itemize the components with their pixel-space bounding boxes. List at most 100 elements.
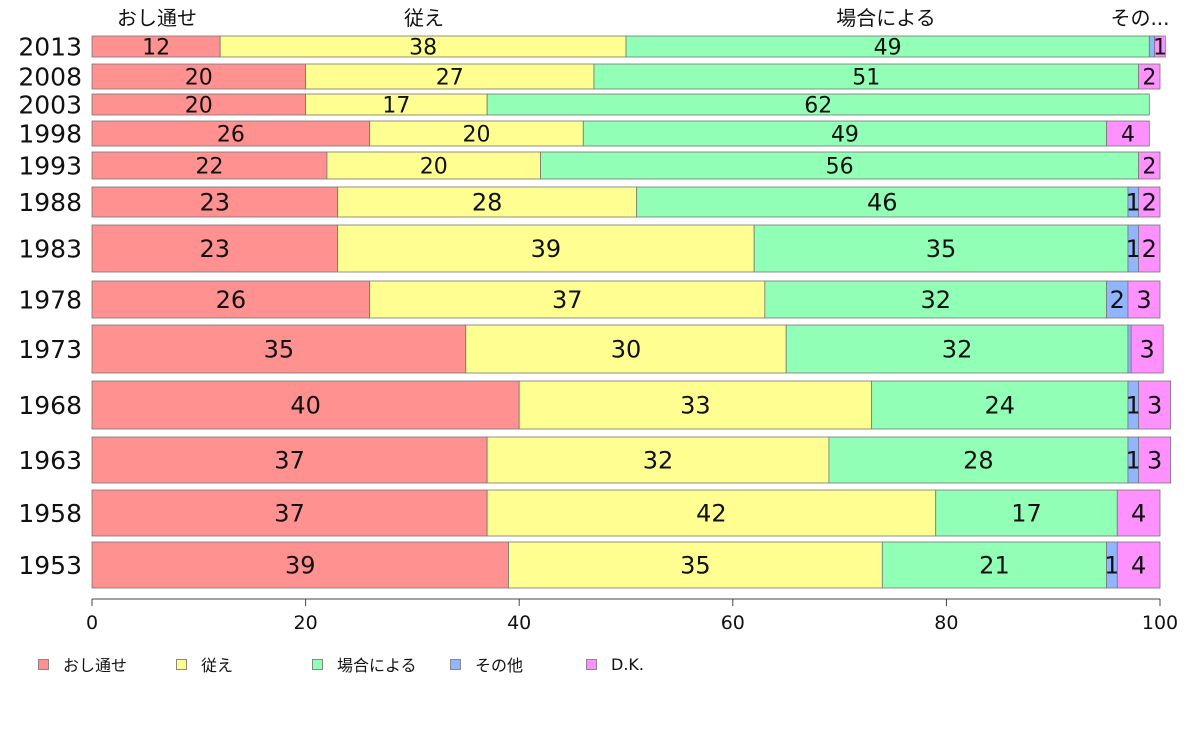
data-label: 17 — [1011, 500, 1042, 528]
data-label: 56 — [826, 154, 854, 179]
data-label: 51 — [852, 65, 880, 90]
data-label: 2 — [1142, 235, 1157, 263]
legend-item-shitagae: 従え — [176, 652, 233, 676]
bar-segment — [337, 186, 638, 218]
bar-segment — [91, 489, 488, 537]
bar-segment — [465, 324, 787, 374]
bar-segment — [1138, 380, 1172, 430]
bar-segment — [1106, 120, 1150, 147]
legend-label: その他 — [475, 656, 524, 675]
data-label: 35 — [926, 235, 957, 263]
y-tick-label: 1993 — [18, 152, 82, 181]
data-label: 33 — [680, 392, 711, 420]
data-label: 28 — [472, 189, 503, 217]
y-tick-label: 1968 — [18, 391, 82, 420]
data-label: 32 — [643, 447, 674, 475]
series-top-label: 従え — [404, 6, 444, 30]
data-label: 2 — [1142, 154, 1156, 179]
data-label: 20 — [185, 93, 213, 118]
legend-item-sonota: その他 — [450, 652, 523, 676]
bar-segment — [326, 151, 541, 180]
bar-segment — [1138, 186, 1161, 218]
x-tick-label: 60 — [721, 612, 745, 634]
bar-segment — [486, 93, 1150, 116]
bar-segment — [1116, 489, 1161, 537]
bar-segment — [91, 380, 520, 430]
bar-segment — [91, 151, 328, 180]
series-top-label: その... — [1110, 6, 1169, 30]
data-label: 37 — [274, 447, 305, 475]
data-label: 3 — [1136, 286, 1151, 314]
data-label: 37 — [274, 500, 305, 528]
data-label: 12 — [142, 35, 170, 60]
data-label: 32 — [920, 286, 951, 314]
data-label: 49 — [874, 35, 902, 60]
bar-segment — [518, 380, 873, 430]
bar-segment — [935, 489, 1118, 537]
bar-segment — [91, 224, 339, 273]
y-tick-label: 2008 — [18, 63, 82, 92]
bar-segment — [369, 280, 766, 319]
bar-segment — [828, 436, 1129, 484]
bar-segment — [91, 280, 371, 319]
y-tick-label: 2013 — [18, 33, 82, 62]
data-label: 24 — [985, 392, 1016, 420]
legend-item-oshitoose: おし通せ — [38, 652, 127, 676]
legend-item-dk: D.K. — [586, 652, 644, 676]
data-label: 1 — [1126, 447, 1141, 475]
data-label: 62 — [804, 93, 832, 118]
data-label: 38 — [409, 35, 437, 60]
legend-swatch — [312, 658, 323, 670]
legend-swatch — [450, 658, 461, 670]
data-label: 3 — [1140, 336, 1155, 364]
data-label: 22 — [195, 154, 223, 179]
data-label: 2 — [1142, 189, 1157, 217]
data-label: 3 — [1147, 392, 1162, 420]
bar-segment — [486, 489, 937, 537]
data-label: 26 — [216, 286, 247, 314]
legend-label: D.K. — [611, 654, 644, 674]
bar-segment — [91, 63, 307, 90]
data-label: 1 — [1126, 235, 1141, 263]
legend-label: 場合による — [337, 656, 417, 675]
bar-segment — [1138, 63, 1161, 90]
x-tick-label: 40 — [507, 612, 531, 634]
legend-swatch — [586, 658, 597, 670]
bar-segment — [764, 280, 1108, 319]
data-label: 27 — [436, 65, 464, 90]
legend-label: おし通せ — [63, 656, 128, 675]
data-label: 21 — [979, 552, 1010, 580]
data-label: 39 — [285, 552, 316, 580]
data-label: 4 — [1131, 500, 1146, 528]
bar-segment — [636, 186, 1129, 218]
y-tick-label: 1983 — [18, 235, 82, 264]
data-label: 49 — [831, 122, 859, 147]
data-label: 42 — [696, 500, 727, 528]
bar-segment — [91, 541, 509, 589]
data-label: 20 — [185, 65, 213, 90]
y-tick-label: 1998 — [18, 120, 82, 149]
bar-segment — [369, 120, 584, 147]
data-label: 46 — [867, 189, 898, 217]
data-label: 23 — [200, 189, 231, 217]
data-label: 1 — [1126, 392, 1141, 420]
data-label: 37 — [552, 286, 583, 314]
data-label: 35 — [680, 552, 711, 580]
data-label: 2 — [1142, 65, 1156, 90]
data-label: 17 — [382, 93, 410, 118]
y-tick-label: 1958 — [18, 499, 82, 528]
series-top-label: おし通せ — [117, 6, 197, 30]
bar-segment — [540, 151, 1140, 180]
data-label: 28 — [963, 447, 994, 475]
legend-label: 従え — [201, 656, 234, 675]
bar-segment — [1138, 436, 1172, 484]
bar-segment — [785, 324, 1129, 374]
data-label: 35 — [264, 336, 295, 364]
bar-segment — [1138, 224, 1161, 273]
series-top-label: 場合による — [836, 6, 935, 30]
data-label: 20 — [420, 154, 448, 179]
data-label: 30 — [611, 336, 642, 364]
y-tick-label: 2003 — [18, 91, 82, 120]
legend: おし通せ 従え 場合による その他 D.K. — [38, 652, 1138, 676]
